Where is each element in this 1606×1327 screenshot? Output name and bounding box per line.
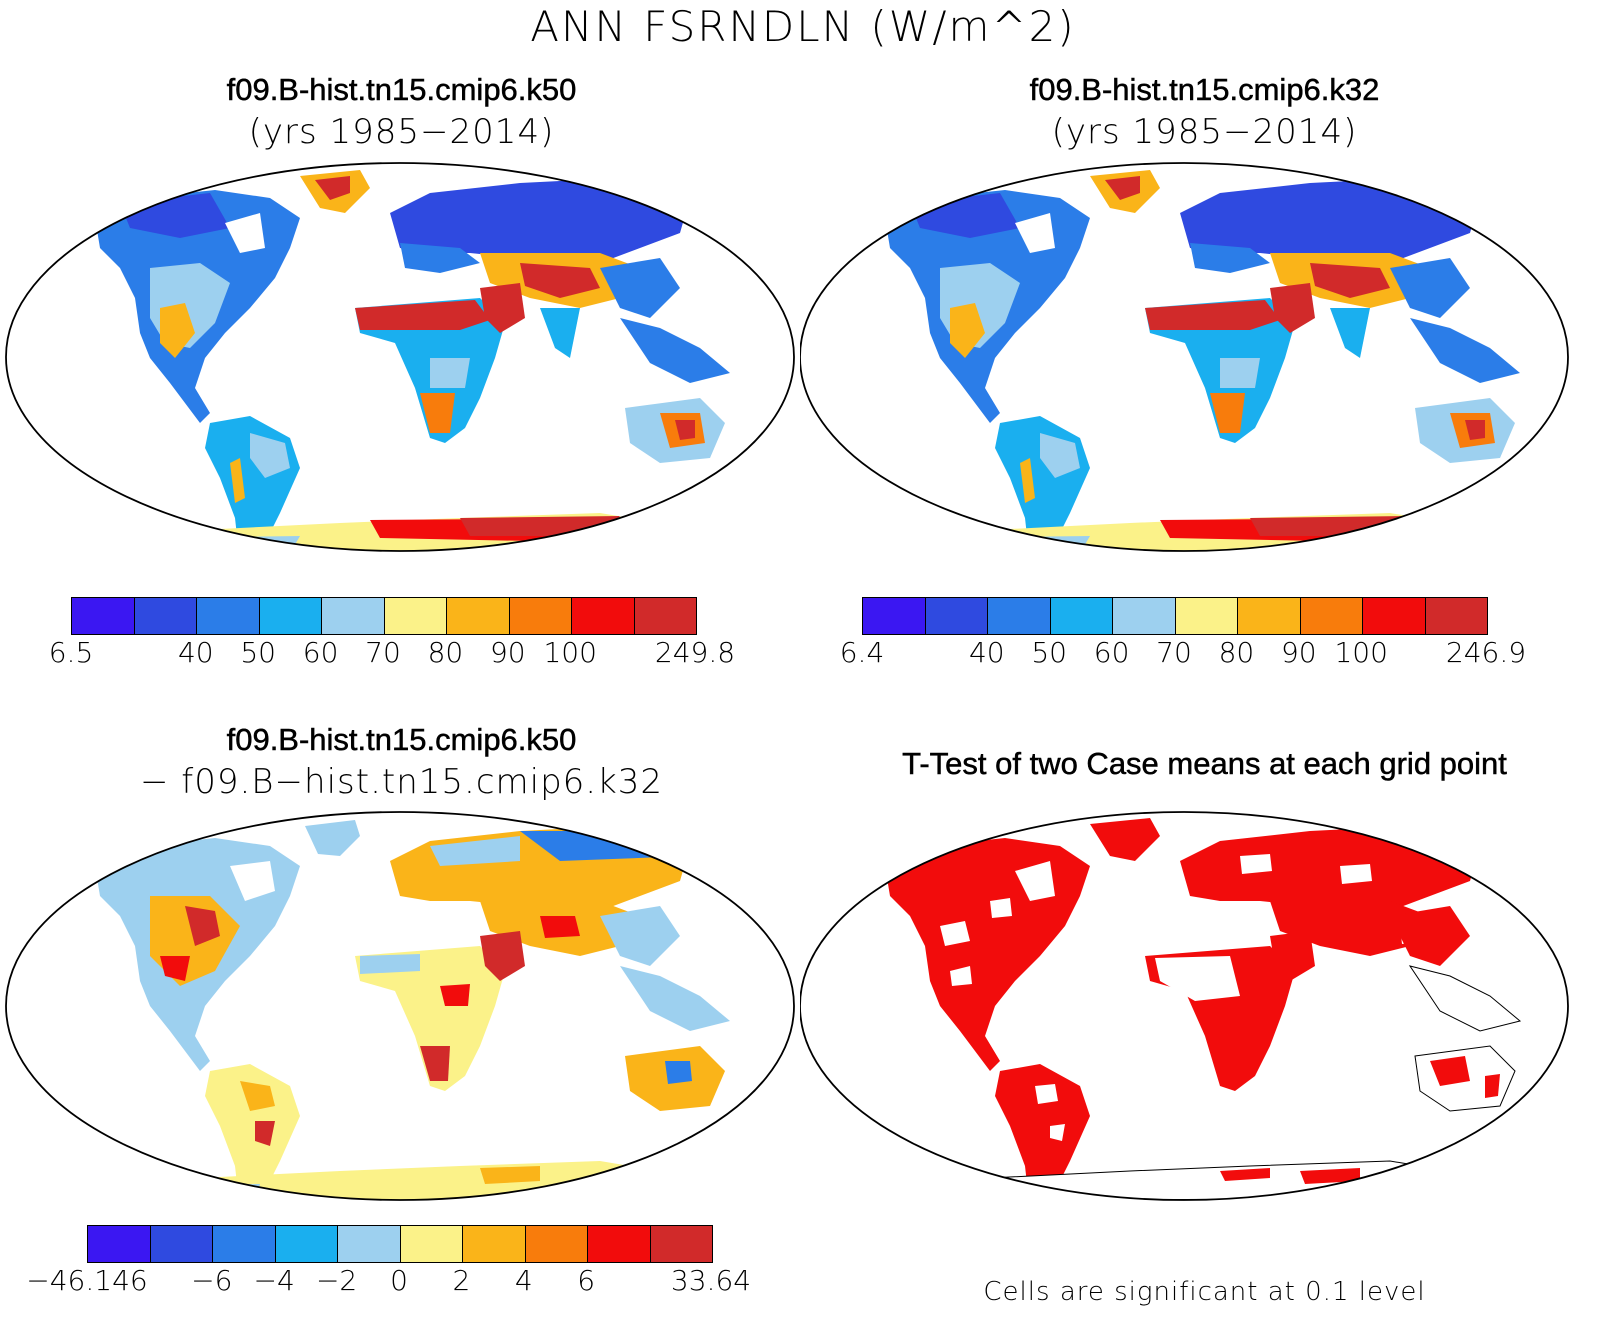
colorbar-tick-label: 40 xyxy=(968,636,1005,669)
colorbar-cell xyxy=(634,598,696,634)
colorbar-cell xyxy=(1425,598,1487,634)
map-bottom-left-land xyxy=(95,820,730,1200)
colorbar-bottom-left-labels: −46.146 −6 −4 −2 0 2 4 6 33.64 xyxy=(26,1264,751,1304)
colorbar-cell xyxy=(384,598,447,634)
colorbar-cell xyxy=(400,1226,463,1262)
colorbar-tick-label: 60 xyxy=(1093,636,1130,669)
panel-bottom-left-minus-case: − f09.B−hist.tn15.cmip6.k32 xyxy=(139,762,664,802)
colorbar-cell xyxy=(525,1226,588,1262)
colorbar-tick-label: 70 xyxy=(1156,636,1192,669)
colorbar-cell xyxy=(338,1226,401,1262)
map-top-left xyxy=(5,162,795,552)
colorbar-cell xyxy=(588,1226,651,1262)
colorbar-cell xyxy=(1300,598,1363,634)
colorbar-tick-label: 40 xyxy=(177,636,214,669)
colorbar-cell xyxy=(1175,598,1238,634)
colorbar-top-left xyxy=(71,597,697,635)
colorbar-tick-label: 50 xyxy=(240,636,277,669)
colorbar-tick-label: −46.146 xyxy=(26,1264,148,1297)
colorbar-cell xyxy=(463,1226,526,1262)
colorbar-cell xyxy=(509,598,572,634)
colorbar-tick-label: 60 xyxy=(302,636,339,669)
colorbar-tick-label: 249.8 xyxy=(654,636,736,669)
colorbar-tick-label: −4 xyxy=(253,1264,295,1297)
colorbar-top-right-labels: 6.4 40 50 60 70 80 90 100 246.9 xyxy=(840,636,1526,676)
map-top-left-land xyxy=(95,170,730,551)
colorbar-tick-label: 0 xyxy=(390,1264,408,1297)
colorbar-tick-label: 80 xyxy=(427,636,464,669)
panel-bottom-right-title: T-Test of two Case means at each grid po… xyxy=(902,746,1507,782)
panel-top-left-years: (yrs 1985−2014) xyxy=(248,112,555,152)
colorbar-cell xyxy=(259,598,322,634)
colorbar-tick-label: 70 xyxy=(365,636,401,669)
panel-top-right-case: f09.B-hist.tn15.cmip6.k32 xyxy=(1029,72,1380,108)
colorbar-top-left-labels: 6.5 40 50 60 70 80 90 100 249.8 xyxy=(49,636,735,676)
colorbar-cell xyxy=(88,1226,151,1262)
colorbar-tick-label: 80 xyxy=(1218,636,1255,669)
panel-bottom-left-case: f09.B-hist.tn15.cmip6.k50 xyxy=(226,722,577,758)
colorbar-tick-label: 4 xyxy=(514,1264,533,1297)
panel-top-left-case: f09.B-hist.tn15.cmip6.k50 xyxy=(226,72,577,108)
colorbar-cell xyxy=(650,1226,712,1262)
colorbar-tick-label: 100 xyxy=(543,636,597,669)
colorbar-cell xyxy=(447,598,510,634)
colorbar-cell xyxy=(863,598,926,634)
colorbar-bottom-left xyxy=(87,1225,713,1263)
colorbar-tick-label: 246.9 xyxy=(1445,636,1527,669)
colorbar-tick-label: 90 xyxy=(489,636,526,669)
colorbar-tick-label: 50 xyxy=(1031,636,1068,669)
colorbar-tick-label: 100 xyxy=(1334,636,1388,669)
colorbar-cell xyxy=(197,598,260,634)
panel-top-right-years: (yrs 1985−2014) xyxy=(1051,112,1358,152)
colorbar-tick-label: 2 xyxy=(452,1264,471,1297)
colorbar-cell xyxy=(1113,598,1176,634)
colorbar-cell xyxy=(134,598,197,634)
colorbar-tick-label: 6 xyxy=(577,1264,596,1297)
figure-title: ANN FSRNDLN (W/m^2) xyxy=(530,2,1076,51)
map-top-right xyxy=(800,162,1569,552)
colorbar-cell xyxy=(275,1226,338,1262)
colorbar-tick-label: −6 xyxy=(191,1264,233,1297)
colorbar-cell xyxy=(72,598,135,634)
colorbar-cell xyxy=(150,1226,213,1262)
colorbar-cell xyxy=(925,598,988,634)
colorbar-tick-label: 6.5 xyxy=(48,636,94,669)
colorbar-tick-label: 6.4 xyxy=(839,636,885,669)
colorbar-cell xyxy=(1050,598,1113,634)
significance-footnote: Cells are significant at 0.1 level xyxy=(983,1277,1426,1307)
map-bottom-right xyxy=(800,811,1569,1201)
colorbar-tick-label: −2 xyxy=(315,1264,358,1297)
colorbar-cell xyxy=(213,1226,276,1262)
colorbar-cell xyxy=(1238,598,1301,634)
map-bottom-left xyxy=(5,811,795,1201)
colorbar-tick-label: 90 xyxy=(1280,636,1317,669)
colorbar-tick-label: 33.64 xyxy=(670,1264,752,1297)
colorbar-cell xyxy=(1363,598,1426,634)
colorbar-top-right xyxy=(862,597,1488,635)
colorbar-cell xyxy=(572,598,635,634)
colorbar-cell xyxy=(988,598,1051,634)
colorbar-cell xyxy=(322,598,385,634)
